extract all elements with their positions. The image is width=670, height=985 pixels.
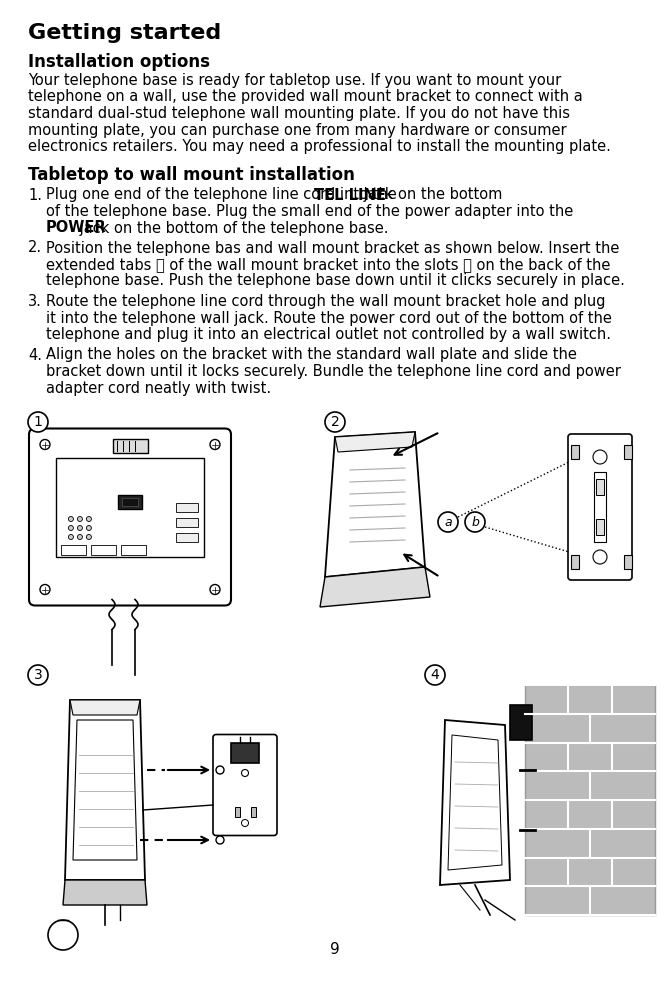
Bar [231,743,259,763]
Bar [176,518,198,527]
Bar [596,479,604,495]
Text: extended tabs Ⓑ of the wall mount bracket into the slots ⓐ on the back of the: extended tabs Ⓑ of the wall mount bracke… [46,257,610,272]
Text: 9: 9 [330,942,340,957]
Circle shape [78,516,82,521]
Circle shape [40,439,50,449]
Text: jack on the bottom of the telephone base.: jack on the bottom of the telephone base… [74,221,388,235]
Text: a: a [444,515,452,529]
Text: 2: 2 [330,415,340,429]
Text: Getting started: Getting started [28,23,221,43]
Circle shape [465,512,485,532]
Circle shape [216,766,224,774]
Bar [571,445,579,459]
Bar [234,807,239,817]
Text: Position the telephone bas and wall mount bracket as shown below. Insert the: Position the telephone bas and wall moun… [46,240,619,255]
Text: telephone base. Push the telephone base down until it clicks securely in place.: telephone base. Push the telephone base … [46,274,625,289]
FancyBboxPatch shape [213,735,277,835]
Circle shape [86,535,91,540]
Polygon shape [73,720,137,860]
Text: telephone on a wall, use the provided wall mount bracket to connect with a: telephone on a wall, use the provided wa… [28,90,583,104]
Circle shape [78,535,82,540]
Circle shape [28,412,48,432]
Circle shape [210,584,220,595]
FancyBboxPatch shape [29,428,231,606]
Bar [113,438,147,452]
Circle shape [86,526,91,531]
Polygon shape [65,700,145,880]
Bar [510,705,532,740]
Polygon shape [448,735,502,870]
Circle shape [68,516,74,521]
Circle shape [40,584,50,595]
Text: 1: 1 [34,415,42,429]
Text: Installation options: Installation options [28,53,210,71]
Polygon shape [63,880,147,905]
Text: 4: 4 [431,668,440,682]
Circle shape [210,439,220,449]
Text: Your telephone base is ready for tabletop use. If you want to mount your: Your telephone base is ready for tableto… [28,73,561,88]
Polygon shape [440,720,510,885]
Polygon shape [335,432,415,452]
Text: electronics retailers. You may need a professional to install the mounting plate: electronics retailers. You may need a pr… [28,139,611,154]
Polygon shape [70,700,140,715]
Circle shape [438,512,458,532]
Text: adapter cord neatly with twist.: adapter cord neatly with twist. [46,380,271,396]
Text: bracket down until it locks securely. Bundle the telephone line cord and power: bracket down until it locks securely. Bu… [46,364,621,379]
Bar [122,498,138,506]
Bar [251,807,255,817]
Bar [176,533,198,542]
Circle shape [68,526,74,531]
Bar [176,503,198,512]
Text: 3: 3 [34,668,42,682]
Text: 3.: 3. [28,294,42,309]
Bar [571,555,579,569]
Circle shape [28,665,48,685]
Text: 2.: 2. [28,240,42,255]
Text: standard dual-stud telephone wall mounting plate. If you do not have this: standard dual-stud telephone wall mounti… [28,106,570,121]
Bar [624,555,632,569]
Text: TEL LINE: TEL LINE [314,187,385,203]
Text: b: b [471,515,479,529]
Text: POWER: POWER [46,221,107,235]
Bar [118,495,142,509]
Bar [121,545,146,555]
Circle shape [78,526,82,531]
Bar [596,519,604,535]
Polygon shape [325,432,425,577]
Circle shape [68,535,74,540]
Bar [624,445,632,459]
Text: 4.: 4. [28,348,42,362]
Circle shape [425,665,445,685]
Bar [91,545,116,555]
Circle shape [241,769,249,776]
Bar [56,457,204,557]
Text: Align the holes on the bracket with the standard wall plate and slide the: Align the holes on the bracket with the … [46,348,577,362]
Bar [525,685,655,915]
Text: Route the telephone line cord through the wall mount bracket hole and plug: Route the telephone line cord through th… [46,294,606,309]
Text: telephone and plug it into an electrical outlet not controlled by a wall switch.: telephone and plug it into an electrical… [46,327,611,342]
Bar [61,545,86,555]
Text: it into the telephone wall jack. Route the power cord out of the bottom of the: it into the telephone wall jack. Route t… [46,310,612,325]
Text: jack on the bottom: jack on the bottom [359,187,502,203]
Circle shape [86,516,91,521]
FancyBboxPatch shape [568,434,632,580]
Text: Tabletop to wall mount installation: Tabletop to wall mount installation [28,165,355,183]
Bar [594,472,606,542]
Circle shape [593,450,607,464]
Text: mounting plate, you can purchase one from many hardware or consumer: mounting plate, you can purchase one fro… [28,122,567,138]
Circle shape [593,550,607,564]
Text: 1.: 1. [28,187,42,203]
Circle shape [325,412,345,432]
Text: Plug one end of the telephone line cord into the: Plug one end of the telephone line cord … [46,187,401,203]
Circle shape [216,836,224,844]
Circle shape [241,820,249,826]
Text: of the telephone base. Plug the small end of the power adapter into the: of the telephone base. Plug the small en… [46,204,574,219]
Polygon shape [320,567,430,607]
